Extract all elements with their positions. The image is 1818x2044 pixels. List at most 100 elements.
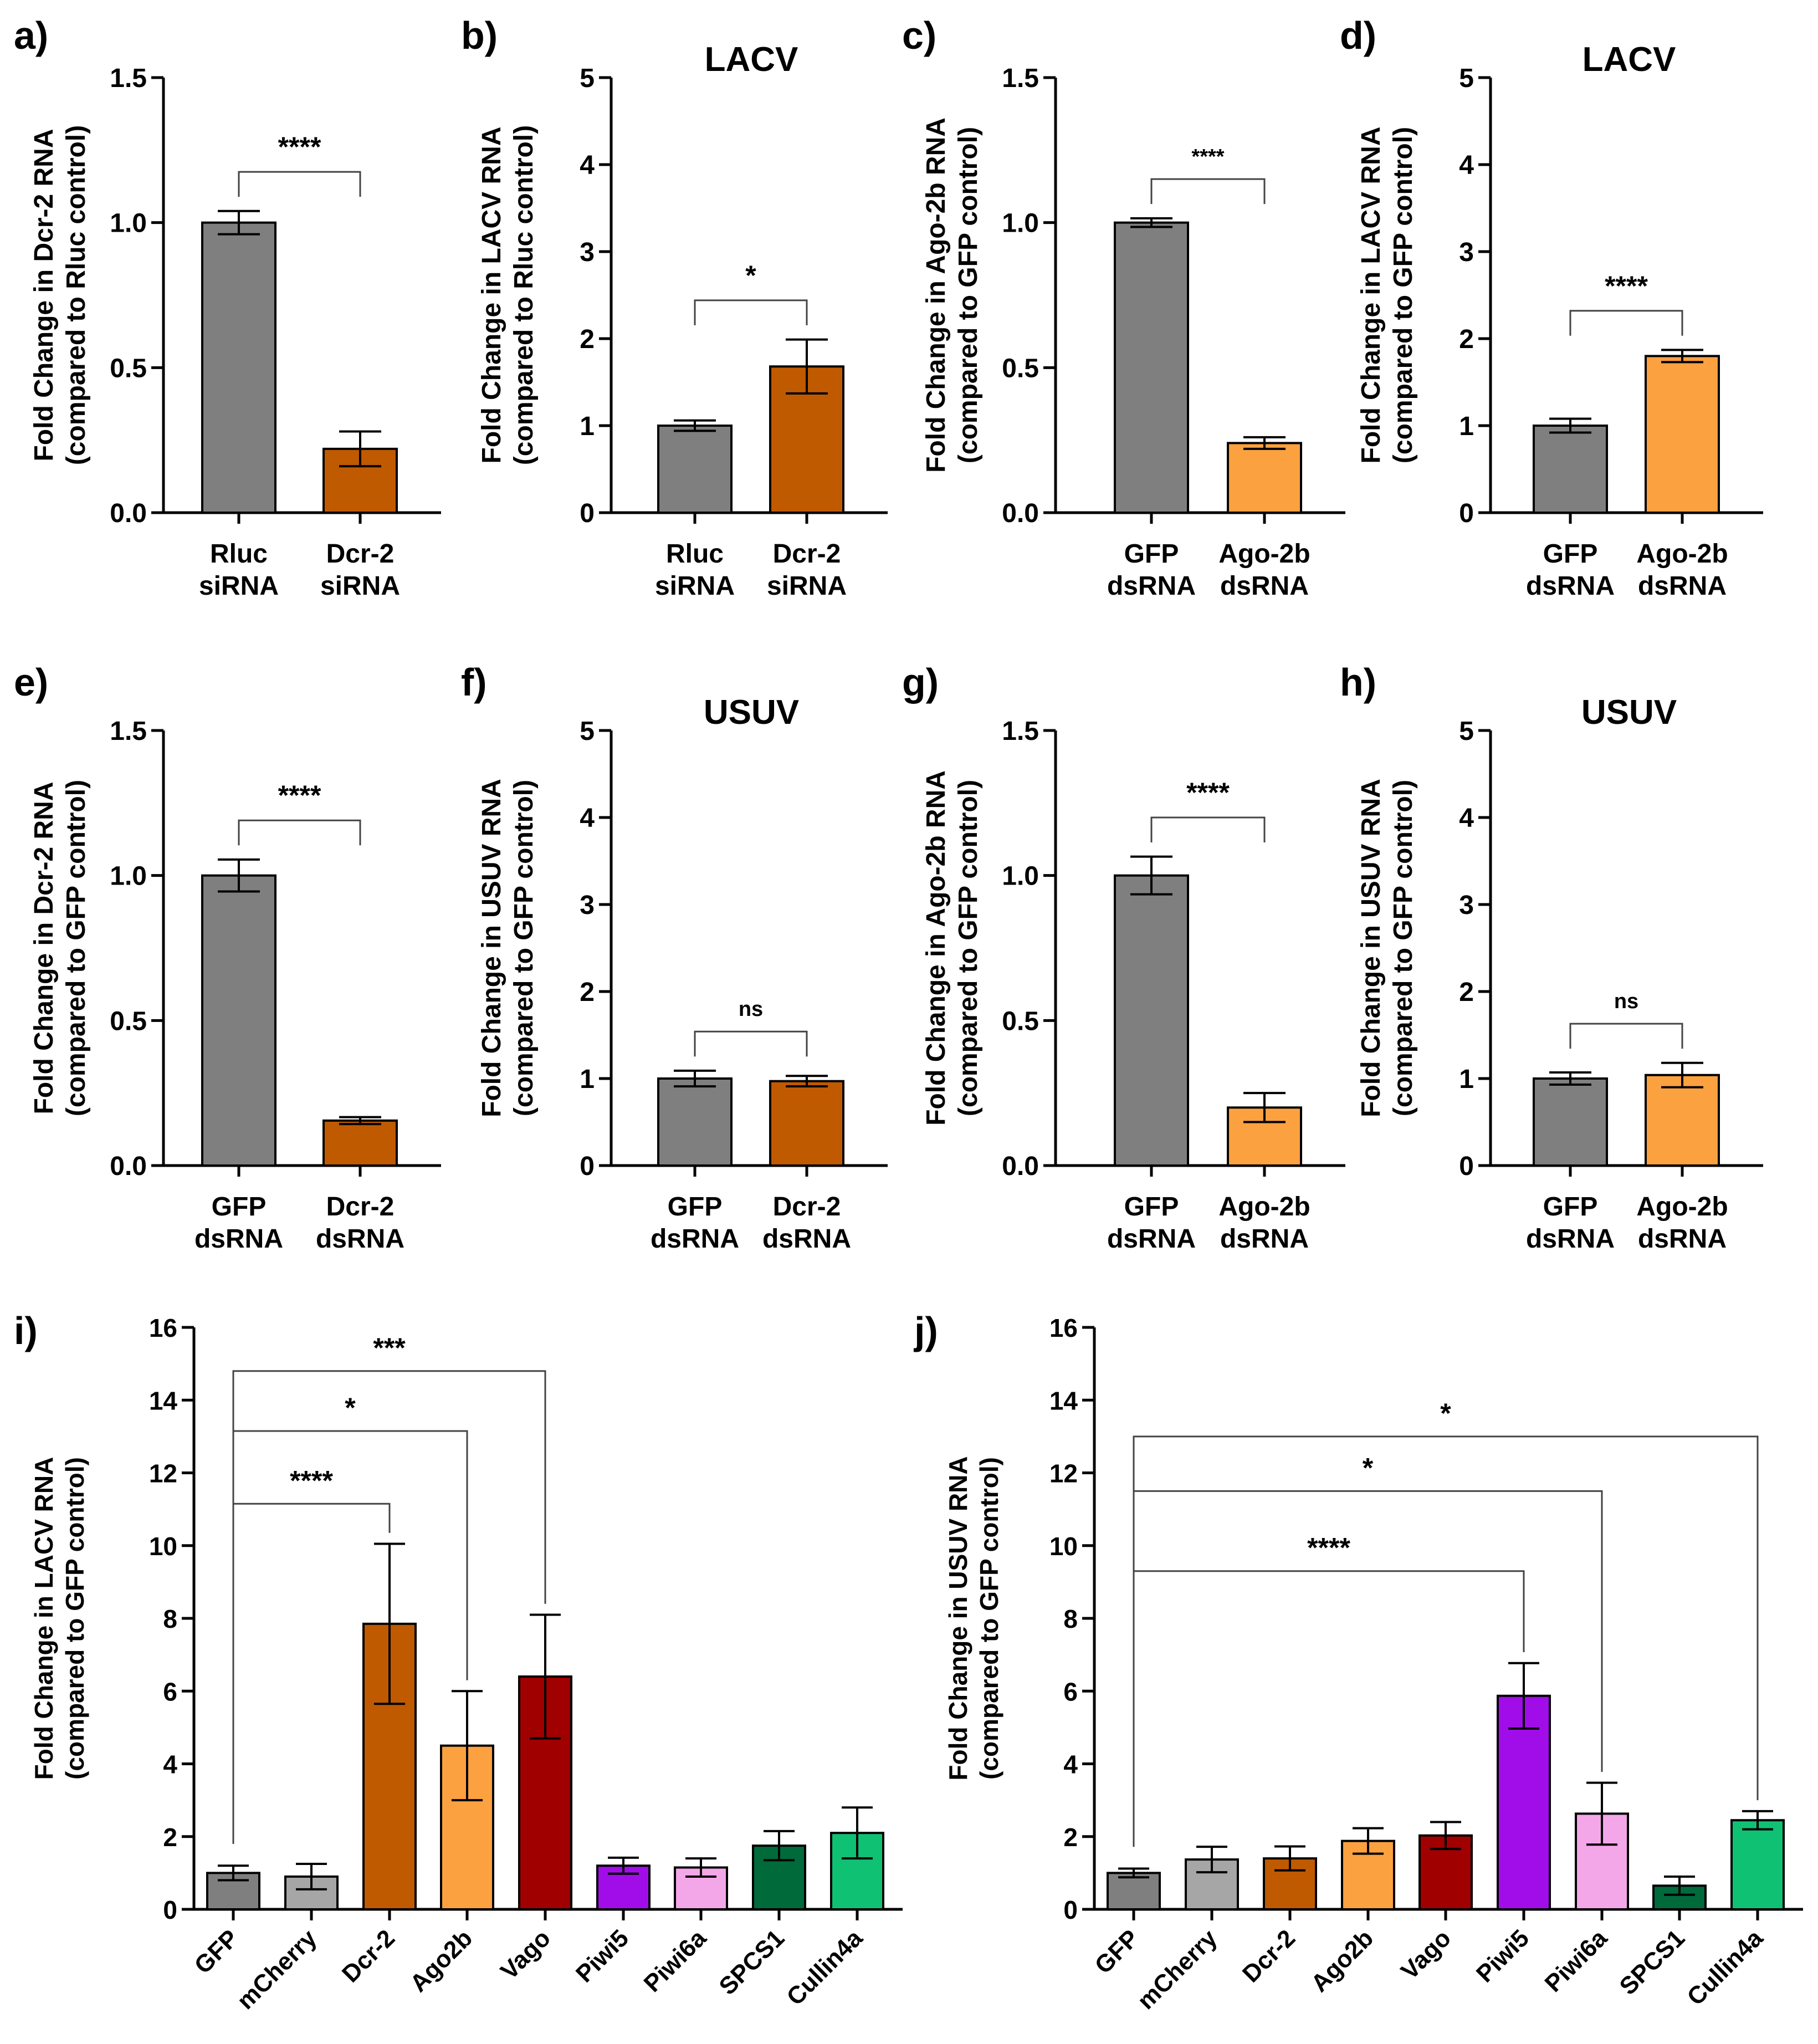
significance-label: *** (373, 1332, 406, 1363)
x-tick-label: Dcr-2 (1237, 1924, 1300, 1987)
y-axis-label: Fold Change in Ago-2b RNA (compared to GF… (921, 770, 983, 1126)
x-tick-label: GFP (1543, 539, 1598, 569)
y-tick-label: 12 (149, 1459, 177, 1488)
x-tick-label: Piwi6a (639, 1924, 712, 1997)
significance-label: ns (739, 998, 763, 1021)
significance-bracket (1150, 816, 1266, 842)
y-tick-label: 1.5 (1002, 717, 1039, 746)
significance-bracket (232, 1430, 468, 1844)
x-tick-label: Rluc (210, 539, 268, 569)
panel-label: c) (902, 14, 936, 57)
y-tick-label: 3 (1459, 238, 1474, 267)
x-tick-label: Ago2b (1306, 1924, 1379, 1997)
x-tick-label: dsRNA (1638, 1224, 1727, 1254)
y-axis-label-line: (compared to GFP control) (62, 780, 91, 1116)
x-tick-label: Piwi6a (1540, 1924, 1613, 1997)
y-axis-label-line: (compared to GFP control) (954, 127, 983, 463)
x-tick-label: dsRNA (1638, 571, 1727, 601)
significance-bracket (694, 299, 808, 325)
y-axis-label-line: (compared to Rluc control) (509, 125, 539, 465)
x-tick-label: Dcr-2 (773, 539, 841, 569)
y-axis-label-line: (compared to GFP control) (1389, 127, 1418, 463)
y-tick-label: 0.0 (1002, 499, 1039, 528)
panel-e: e) 0.0 0.5 1.0 1.5 Fold Change in Dcr-2 RNA (c… (14, 661, 441, 1254)
panel-label: g) (902, 661, 939, 704)
y-tick-label: 0.0 (110, 1152, 147, 1181)
y-tick-label: 3 (580, 238, 595, 267)
y-tick-label: 12 (1049, 1459, 1078, 1488)
x-tick-label: Rluc (666, 539, 724, 569)
y-tick-label: 1.0 (110, 209, 147, 238)
y-axis-label-line: (compared to Rluc control) (62, 125, 91, 465)
significance-label: **** (278, 780, 321, 811)
y-tick-label: 2 (163, 1823, 177, 1852)
y-tick-label: 1.0 (1002, 209, 1039, 238)
y-tick-label: 1 (580, 412, 595, 441)
y-tick-label: 6 (1063, 1677, 1078, 1706)
significance-bracket (232, 1370, 546, 1844)
significance-label: **** (1191, 145, 1224, 168)
x-tick-label: dsRNA (1220, 571, 1309, 601)
y-tick-label: 5 (1459, 64, 1474, 93)
y-tick-label: 1.0 (1002, 862, 1039, 891)
x-tick-label: Dcr-2 (773, 1192, 841, 1222)
significance-label: **** (1307, 1532, 1350, 1563)
y-tick-label: 2 (1063, 1823, 1078, 1852)
y-tick-label: 5 (580, 64, 595, 93)
y-axis-label: Fold Change in LACV RNA (compared to GFP … (1356, 127, 1418, 464)
panel-label: h) (1340, 661, 1376, 704)
x-tick-label: GFP (1089, 1924, 1144, 1979)
x-tick-label: Vago (1396, 1924, 1456, 1985)
y-tick-label: 0 (580, 499, 595, 528)
panel-label: b) (461, 14, 498, 57)
significance-label: * (345, 1392, 356, 1423)
y-tick-label: 4 (1459, 151, 1474, 180)
y-tick-label: 0.5 (1002, 1006, 1039, 1036)
x-tick-label: dsRNA (1526, 571, 1615, 601)
significance-label: **** (1605, 270, 1648, 302)
y-axis-label: Fold Change in USUV RNA (compared to GFP … (944, 1456, 1003, 1780)
y-axis-label-line: (compared to GFP control) (975, 1457, 1003, 1780)
x-tick-label: Cullin4a (1682, 1924, 1768, 2011)
y-tick-label: 4 (580, 151, 595, 180)
bar (1533, 1077, 1608, 1167)
y-axis-label-line: Fold Change in LACV RNA (1356, 127, 1386, 464)
significance-bracket (1133, 1570, 1525, 1847)
y-axis-label-line: Fold Change in Dcr-2 RNA (29, 781, 59, 1114)
y-tick-label: 2 (1459, 325, 1474, 354)
y-axis-label-line: Fold Change in USUV RNA (477, 779, 506, 1117)
x-tick-label: GFP (1124, 539, 1179, 569)
panel-j: j) 0 2 4 6 8 10 12 14 16 Fold Change in USUV RNA (c… (913, 1309, 1803, 2015)
y-tick-label: 3 (1459, 891, 1474, 920)
y-axis-label-line: (compared to GFP control) (509, 780, 539, 1116)
y-tick-label: 0 (1459, 1152, 1474, 1181)
x-tick-label: Dcr-2 (326, 1192, 395, 1222)
x-tick-label: Dcr-2 (337, 1924, 400, 1987)
x-tick-label: dsRNA (1107, 1224, 1196, 1254)
y-tick-label: 0.0 (1002, 1152, 1039, 1181)
significance-bracket (1569, 1023, 1683, 1049)
chart-title: LACV (1583, 40, 1676, 79)
x-tick-label: Ago-2b (1218, 1192, 1310, 1222)
y-axis-label: Fold Change in LACV RNA (compared to GFP … (29, 1457, 89, 1780)
significance-bracket (238, 171, 361, 197)
x-tick-label: mCherry (232, 1924, 322, 2015)
y-axis-label: Fold Change in Dcr-2 RNA (compared to GFP… (29, 780, 91, 1116)
y-tick-label: 14 (1049, 1386, 1078, 1415)
bar (1730, 1819, 1785, 1910)
y-tick-label: 1 (1459, 1065, 1474, 1094)
bar (657, 1077, 733, 1167)
bar (769, 1080, 844, 1167)
significance-bracket (694, 1030, 808, 1057)
y-tick-label: 8 (1063, 1604, 1078, 1633)
significance-label: **** (290, 1465, 333, 1496)
significance-bracket (1569, 310, 1683, 336)
panel-label: f) (461, 661, 487, 704)
x-tick-label: Ago-2b (1636, 539, 1728, 569)
significance-label: * (1440, 1398, 1451, 1429)
x-tick-label: dsRNA (1220, 1224, 1309, 1254)
y-tick-label: 1 (580, 1065, 595, 1094)
y-tick-label: 0.5 (1002, 354, 1039, 383)
x-tick-label: SPCS1 (1614, 1924, 1690, 2000)
